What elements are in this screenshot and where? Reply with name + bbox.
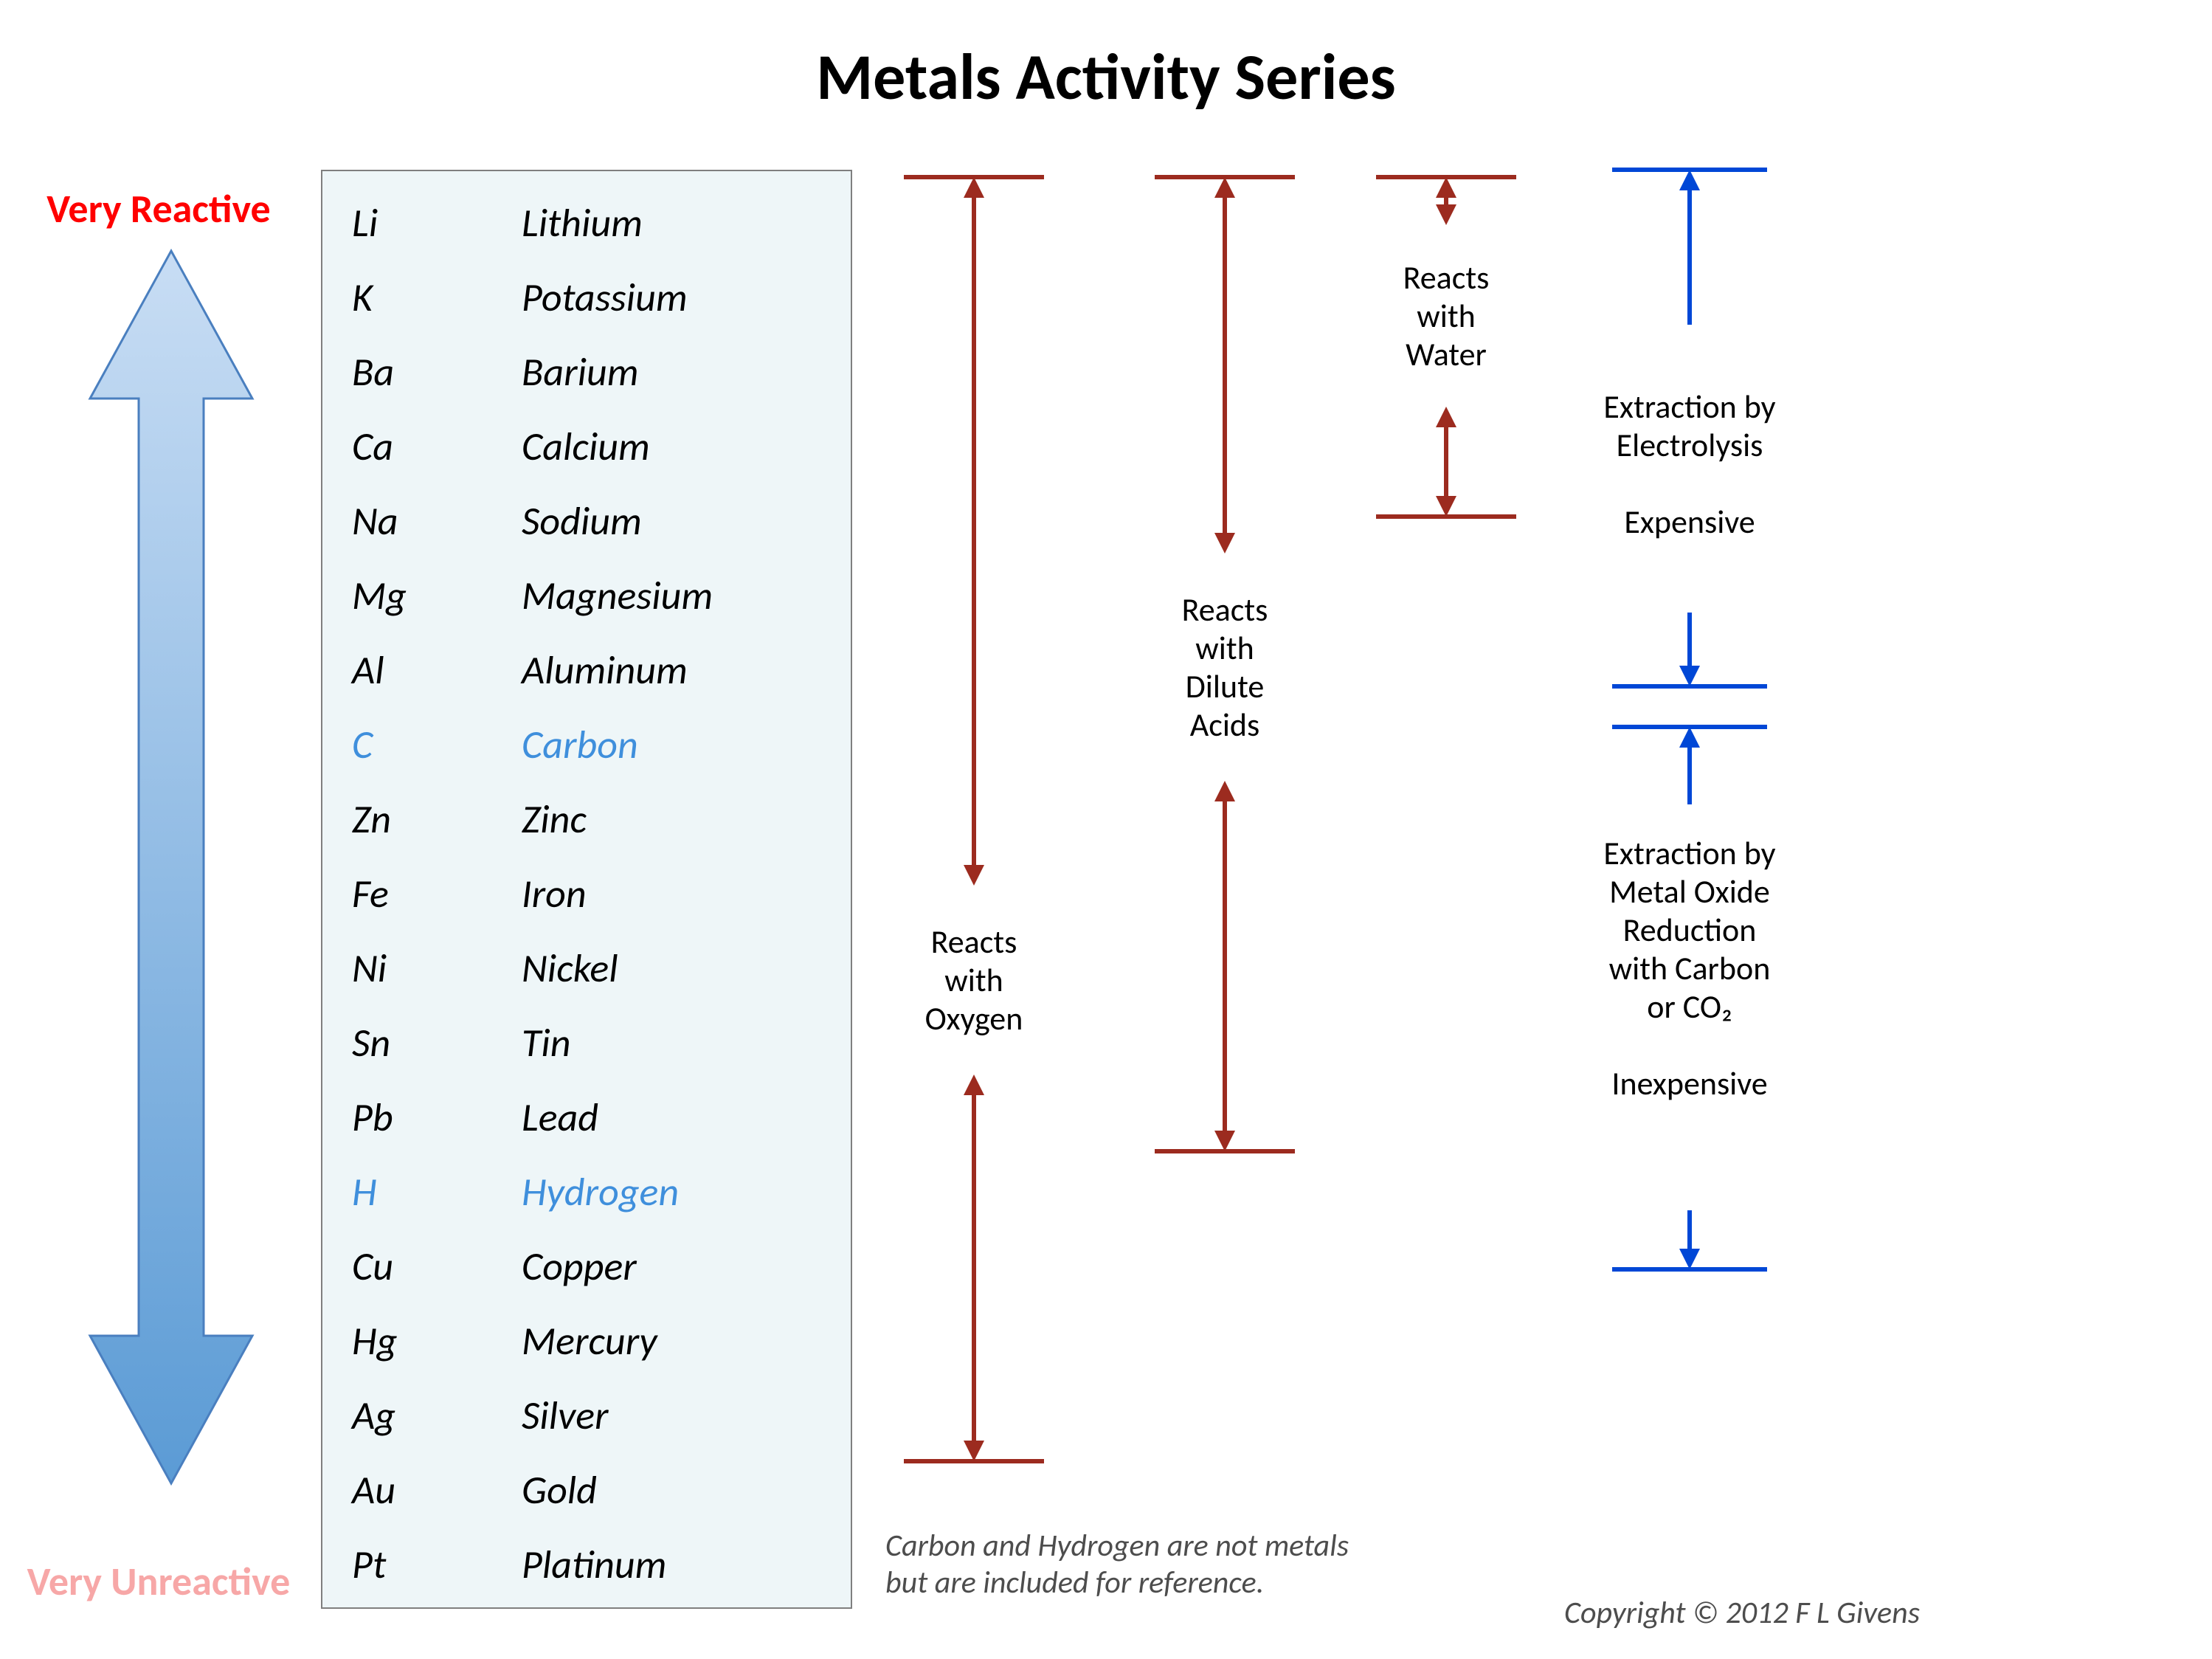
page: Metals Activity Series Very Reactive Ver…: [0, 0, 2212, 1659]
footnote: Carbon and Hydrogen are not metalsbut ar…: [885, 1528, 1349, 1601]
blue-ranges-icon: [0, 0, 2212, 1659]
blue-range-label: Extraction byElectrolysis Expensive: [1542, 387, 1837, 541]
copyright: Copyright © 2012 F L Givens: [1564, 1594, 1920, 1632]
blue-range-label: Extraction byMetal OxideReductionwith Ca…: [1542, 834, 1837, 1103]
